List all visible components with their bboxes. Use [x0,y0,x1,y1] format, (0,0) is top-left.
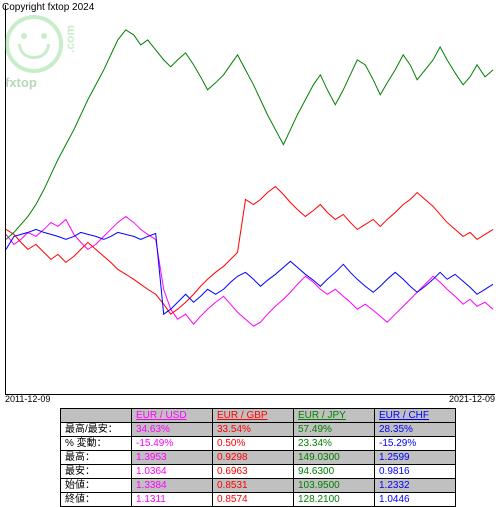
table-cell: 0.6963 [213,465,294,479]
table-cell: 103.9500 [294,479,375,493]
table-cell: 23.34% [294,437,375,451]
table-row: % 変動：-15.49%0.50%23.34%-15.29% [61,437,456,451]
table-cell: 1.3953 [132,451,213,465]
table-header-row: EUR / USDEUR / GBPEUR / JPYEUR / CHF [61,409,456,423]
row-label: 始値： [61,479,132,493]
table-row: 最安：1.03640.696394.63000.9816 [61,465,456,479]
table-cell: 34.63% [132,423,213,437]
table-cell: 149.0300 [294,451,375,465]
row-label: % 変動： [61,437,132,451]
table-row: 最高/最安：34.63%33.54%57.49%28.35% [61,423,456,437]
copyright-text: Copyright fxtop 2024 [2,2,94,13]
table-row: 始値：1.33840.8531103.95001.2332 [61,479,456,493]
table-cell: -15.29% [375,437,456,451]
table-cell: 0.50% [213,437,294,451]
table-corner-cell [61,409,132,423]
logo-text: fxtop [5,75,63,90]
series-line [6,187,493,315]
table-cell: -15.49% [132,437,213,451]
table-cell: 0.8531 [213,479,294,493]
logo-dotcom: .com [63,25,77,53]
table-cell: 28.35% [375,423,456,437]
chart-lines [6,5,495,394]
x-axis-start-label: 2011-12-09 [5,394,50,404]
row-label: 最高/最安： [61,423,132,437]
table-row: 最高：1.39530.9298149.03001.2599 [61,451,456,465]
stats-table: EUR / USDEUR / GBPEUR / JPYEUR / CHF最高/最… [60,408,456,507]
column-header: EUR / CHF [375,409,456,423]
table-cell: 1.2599 [375,451,456,465]
table-cell: 1.3384 [132,479,213,493]
table-cell: 94.6300 [294,465,375,479]
row-label: 最安： [61,465,132,479]
column-header: EUR / USD [132,409,213,423]
series-line [6,229,493,314]
row-label: 最高： [61,451,132,465]
column-header: EUR / GBP [213,409,294,423]
logo-face-icon [5,15,63,73]
fxtop-logo: .com fxtop [5,15,63,90]
table-cell: 0.9816 [375,465,456,479]
table-cell: 0.9298 [213,451,294,465]
table-cell: 1.0364 [132,465,213,479]
currency-chart [5,5,495,395]
table-cell: 57.49% [294,423,375,437]
x-axis-end-label: 2021-12-09 [449,394,495,404]
series-line [6,30,493,239]
column-header: EUR / JPY [294,409,375,423]
table-cell: 33.54% [213,423,294,437]
table-cell: 1.2332 [375,479,456,493]
